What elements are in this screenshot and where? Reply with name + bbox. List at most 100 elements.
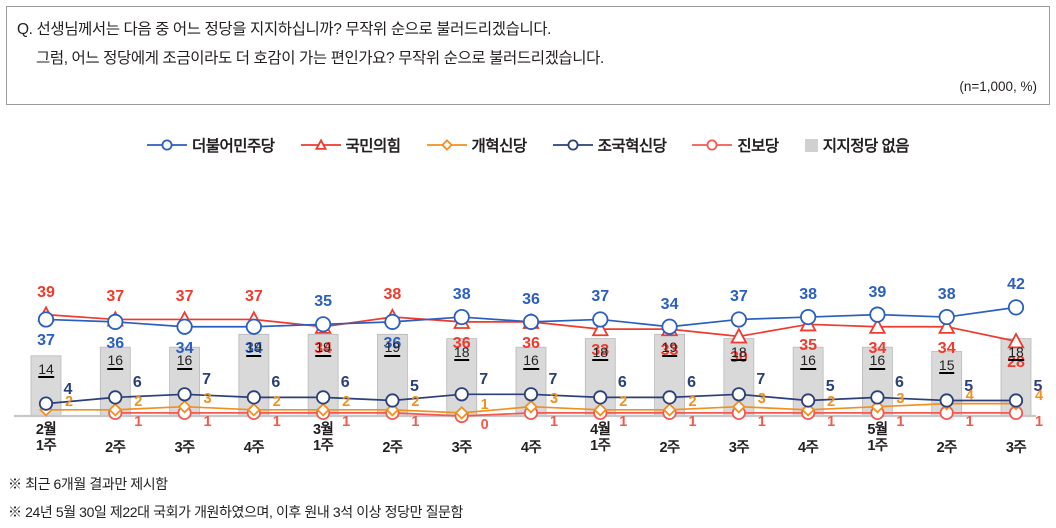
- label-reform: 2: [64, 393, 74, 410]
- question-line-1: Q. 선생님께서는 다음 중 어느 정당을 지지하십니까? 무작위 순으로 불러…: [17, 21, 552, 38]
- label-rebuilding: 6: [617, 374, 627, 392]
- label-progressive: 1: [688, 413, 697, 430]
- series-marker-더불어민주당: [37, 311, 55, 328]
- label-reform: 2: [411, 393, 420, 410]
- label-ppp: 37: [106, 288, 125, 306]
- label-none-support: 18: [1008, 343, 1024, 362]
- x-axis-tick-label: 3주: [174, 440, 195, 456]
- label-none-support: 16: [523, 352, 539, 370]
- legend-label: 더불어민주당: [191, 138, 275, 155]
- x-axis-tick-label: 2주: [936, 440, 958, 456]
- label-ppp: 37: [175, 288, 194, 306]
- label-progressive: 1: [827, 413, 836, 430]
- series-marker-더불어민주당: [245, 318, 262, 335]
- legend-item-democratic: 더불어민주당: [146, 134, 275, 156]
- label-reform: 3: [203, 390, 212, 407]
- footnote-2: ※ 24년 5월 30일 제22대 국회가 개원하였으며, 이후 원내 3석 이…: [8, 504, 464, 520]
- series-marker-조국혁신당: [454, 387, 469, 402]
- label-progressive: 1: [342, 413, 351, 430]
- label-rebuilding: 5: [825, 377, 835, 395]
- label-democratic: 37: [729, 288, 748, 306]
- label-rebuilding: 6: [687, 374, 697, 392]
- label-reform: 4: [965, 387, 974, 404]
- series-marker-개혁신당: [524, 399, 538, 414]
- label-none-support: 15: [938, 356, 955, 375]
- x-axis-tick-label: 2주: [382, 440, 403, 456]
- label-democratic: 36: [522, 290, 540, 308]
- legend-marker-triangle-icon: [300, 138, 341, 152]
- series-marker-더불어민주당: [730, 311, 747, 328]
- legend-item-reform: 개혁신당: [426, 134, 527, 156]
- legend-label: 지지정당 없음: [822, 138, 910, 155]
- series-marker-개혁신당: [108, 402, 123, 417]
- series-marker-개혁신당: [662, 402, 677, 417]
- label-none-support: 18: [453, 343, 470, 362]
- series-marker-더불어민주당: [176, 318, 193, 335]
- series-marker-조국혁신당: [1008, 393, 1024, 408]
- label-none-support: 19: [384, 339, 401, 357]
- label-progressive: 1: [896, 413, 905, 430]
- label-reform: 2: [272, 393, 281, 410]
- legend-marker-circle-icon: [552, 138, 593, 152]
- legend-marker-circle-icon: [146, 138, 187, 152]
- question-line-2: 그럼, 어느 정당에게 조금이라도 더 호감이 가는 편인가요? 무작위 순으로…: [36, 50, 604, 67]
- label-rebuilding: 7: [548, 371, 558, 389]
- chart-area: 37 39 36 37 34 37 34 37 35 34 36 38 38 36 36 36 37 33 34 33…: [6, 168, 1050, 461]
- label-none-support: 19: [315, 339, 331, 357]
- label-progressive: 1: [1034, 413, 1044, 430]
- legend-item-progressive: 진보당: [692, 134, 779, 156]
- x-axis-tick-label: 2월 1주: [35, 422, 57, 455]
- x-axis-tick-label: 2주: [105, 440, 126, 456]
- label-ppp: 28: [1007, 354, 1025, 372]
- bar-none-support: [446, 338, 478, 417]
- label-ppp: 36: [452, 334, 471, 352]
- series-line-진보당: [115, 412, 1016, 417]
- series-marker-더불어민주당: [938, 308, 955, 326]
- label-ppp: 35: [799, 337, 818, 355]
- series-marker-조국혁신당: [316, 390, 331, 405]
- label-reform: 2: [688, 393, 697, 410]
- label-democratic: 36: [106, 334, 125, 352]
- label-rebuilding: 7: [202, 371, 212, 389]
- series-marker-조국혁신당: [385, 393, 400, 408]
- series-marker-조국혁신당: [177, 387, 192, 402]
- series-marker-더불어민주당: [315, 316, 332, 333]
- legend-swatch-none: [804, 138, 818, 152]
- label-ppp: 36: [522, 334, 540, 352]
- chart-legend: 더불어민주당 국민의힘 개혁신당 조국혁신당 진보당 지지정당 없음: [0, 128, 1056, 162]
- label-reform: 3: [896, 390, 905, 407]
- series-marker-조국혁신당: [870, 390, 885, 405]
- label-none-support: 18: [592, 343, 609, 362]
- x-axis-tick-label: 2주: [659, 440, 680, 456]
- x-axis-tick-label: 4주: [243, 440, 265, 456]
- label-progressive: 0: [480, 416, 489, 433]
- plot-canvas: 37 39 36 37 34 37 34 37 35 34 36 38 38 36 36 36 37 33 34 33…: [6, 168, 1050, 461]
- series-marker-조국혁신당: [523, 387, 539, 402]
- label-progressive: 1: [965, 413, 974, 430]
- label-none-support: 18: [731, 343, 747, 362]
- label-rebuilding: 6: [132, 374, 142, 392]
- label-reform: 2: [134, 393, 143, 410]
- label-reform: 2: [342, 393, 351, 410]
- label-democratic: 35: [314, 293, 333, 311]
- label-none-support: 14: [38, 360, 54, 379]
- label-rebuilding: 6: [894, 374, 904, 392]
- series-marker-조국혁신당: [731, 387, 746, 402]
- sample-size-note: (n=1,000, %): [959, 79, 1037, 94]
- label-democratic: 34: [175, 339, 194, 357]
- label-none-support: 19: [661, 339, 678, 357]
- series-marker-더불어민주당: [869, 306, 886, 323]
- label-democratic: 36: [383, 334, 402, 352]
- question-box: Q. 선생님께서는 다음 중 어느 정당을 지지하십니까? 무작위 순으로 불러…: [6, 6, 1050, 105]
- label-ppp: 37: [244, 288, 263, 306]
- label-none-support: 16: [107, 352, 124, 370]
- label-ppp: 33: [591, 342, 610, 360]
- label-rebuilding: 5: [964, 377, 974, 395]
- x-axis-tick-label: 4주: [798, 440, 819, 456]
- legend-marker-diamond-icon: [426, 138, 467, 152]
- label-democratic: 37: [591, 288, 610, 306]
- x-axis-tick-label: 3주: [451, 440, 473, 456]
- series-marker-국민의힘: [868, 317, 887, 334]
- label-rebuilding: 5: [409, 377, 419, 395]
- series-marker-더불어민주당: [592, 311, 609, 328]
